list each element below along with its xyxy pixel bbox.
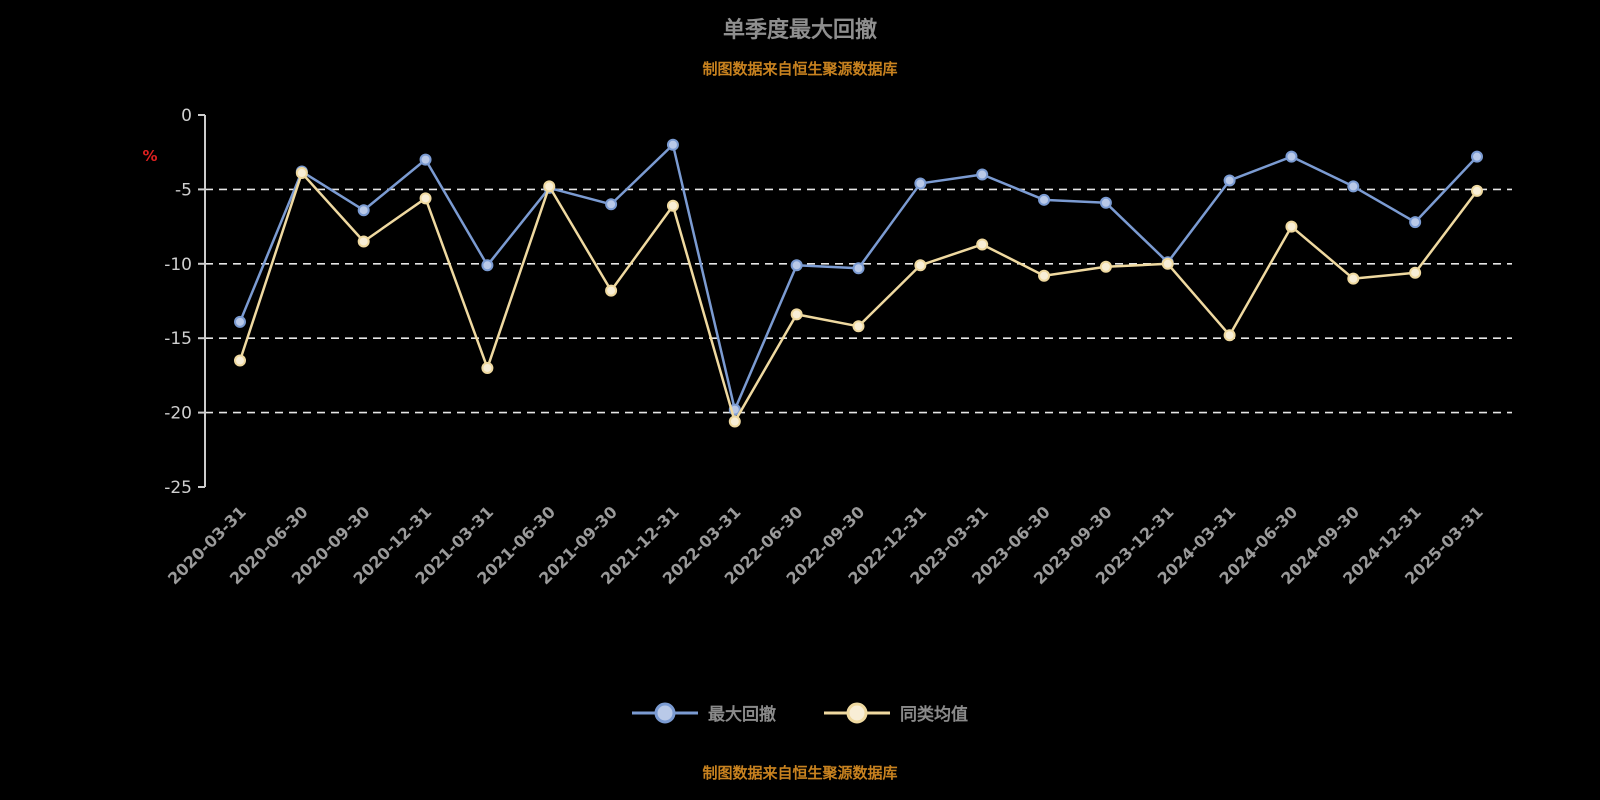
svg-text:-20: -20 (164, 404, 192, 424)
line-marker-icon (632, 702, 698, 723)
svg-text:-10: -10 (164, 255, 192, 275)
line-marker-icon (824, 702, 890, 723)
chart-subtitle: 制图数据来自恒生聚源数据库 (702, 60, 898, 78)
chart-footer: 制图数据来自恒生聚源数据库 (702, 764, 898, 782)
legend-item-max-drawdown[interactable]: 最大回撤 (632, 700, 776, 725)
legend: 最大回撤 同类均值 (0, 700, 1600, 725)
legend-label-category-average: 同类均值 (900, 705, 968, 725)
svg-text:-5: -5 (175, 180, 192, 200)
svg-text:0: 0 (181, 106, 192, 126)
chart-title: 单季度最大回撤 (722, 18, 877, 43)
svg-text:%: % (142, 147, 157, 165)
svg-text:-25: -25 (164, 478, 192, 498)
svg-text:-15: -15 (164, 329, 192, 349)
legend-item-category-average[interactable]: 同类均值 (824, 700, 968, 725)
chart-svg: 0-5-10-15-20-25%2020-03-312020-06-302020… (142, 106, 1512, 588)
legend-label-max-drawdown: 最大回撤 (708, 705, 776, 725)
